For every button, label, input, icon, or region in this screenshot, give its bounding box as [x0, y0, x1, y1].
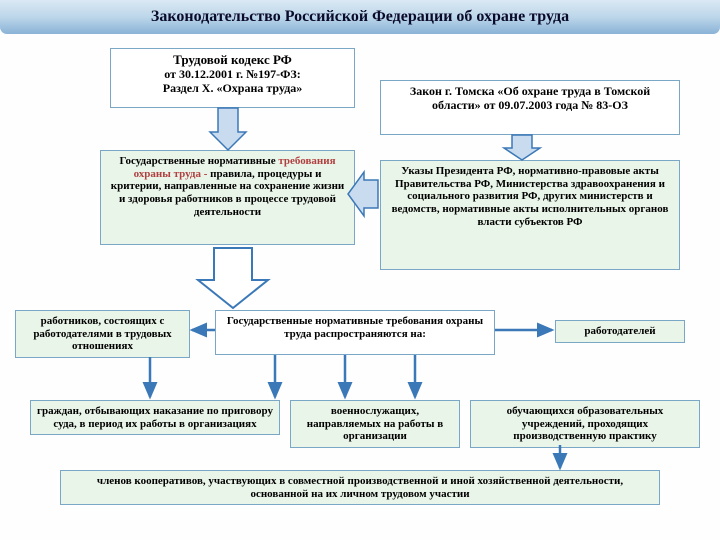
page-title: Законодательство Российской Федерации об…: [0, 0, 720, 34]
arrow-tk-down: [210, 108, 246, 150]
box-employers: работодателей: [555, 320, 685, 343]
arrow-gos-down: [198, 248, 268, 308]
military-text: военнослужащих, направляемых на работы в…: [307, 405, 443, 442]
box-students: обучающихся образовательных учреждений, …: [470, 400, 700, 448]
box-military: военнослужащих, направляемых на работы в…: [290, 400, 460, 448]
box-tk: Трудовой кодекс РФ от 30.12.2001 г. №197…: [110, 48, 355, 108]
prisoners-text: граждан, отбывающих наказание по пригово…: [37, 405, 273, 430]
tk-line2: от 30.12.2001 г. №197-ФЗ:: [117, 68, 348, 82]
coop-text: членов кооперативов, участвующих в совме…: [97, 475, 623, 500]
box-rasp: Государственные нормативные требования о…: [215, 310, 495, 355]
title-text: Законодательство Российской Федерации об…: [151, 8, 569, 26]
students-text: обучающихся образовательных учреждений, …: [507, 405, 664, 442]
box-coop: членов кооперативов, участвующих в совме…: [60, 470, 660, 505]
employers-text: работодателей: [584, 325, 655, 337]
box-tomsk: Закон г. Томска «Об охране труда в Томск…: [380, 80, 680, 135]
workers-text: работников, состоящих с работодателями в…: [33, 315, 171, 352]
box-gos-req: Государственные нормативные требования о…: [100, 150, 355, 245]
arrow-tomsk-down: [504, 135, 540, 160]
box-ukazy: Указы Президента РФ, нормативно-правовые…: [380, 160, 680, 270]
gos-req-t1: Государственные нормативные: [119, 155, 275, 167]
tk-line1: Трудовой кодекс РФ: [117, 53, 348, 68]
rasp-text: Государственные нормативные требования о…: [227, 315, 483, 340]
box-prisoners: граждан, отбывающих наказание по пригово…: [30, 400, 280, 435]
ukazy-text: Указы Президента РФ, нормативно-правовые…: [392, 165, 669, 228]
tk-line3: Раздел X. «Охрана труда»: [117, 82, 348, 96]
box-workers: работников, состоящих с работодателями в…: [15, 310, 190, 358]
tomsk-text: Закон г. Томска «Об охране труда в Томск…: [410, 84, 650, 112]
